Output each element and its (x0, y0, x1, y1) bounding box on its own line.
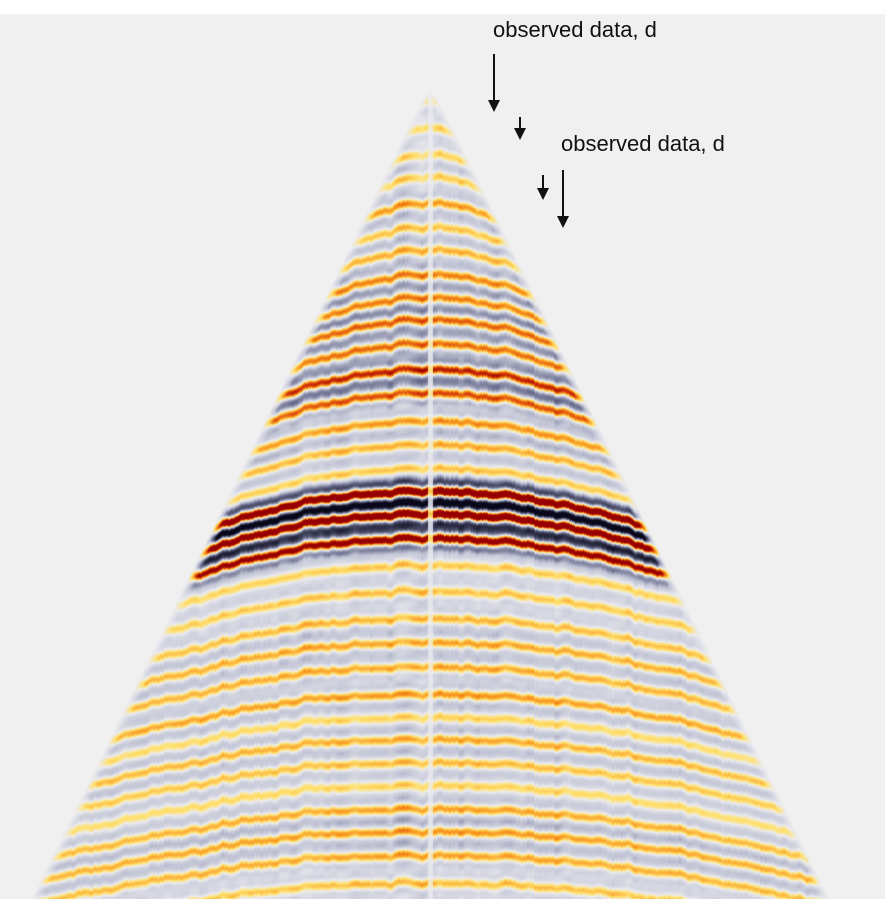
observed-data-label-2: observed data, d (561, 131, 725, 156)
observed-data-label-1: observed data, d (493, 17, 657, 42)
